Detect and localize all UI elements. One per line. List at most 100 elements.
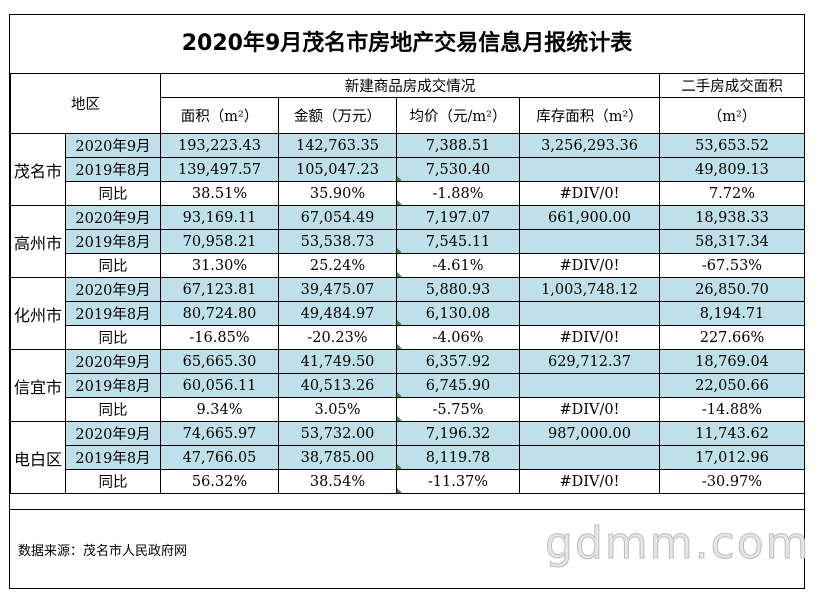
cell-second: -14.88%: [659, 397, 805, 422]
cell-price: -4.61%: [396, 253, 520, 278]
table-row: 2019年8月 47,766.05 38,785.00 8,119.78 17,012.…: [11, 445, 805, 470]
cell-second: 11,743.62: [659, 421, 805, 446]
table-row: 2019年8月 60,056.11 40,513.26 6,745.90 22,050.…: [11, 373, 805, 398]
cell-stock: #DIV/0!: [519, 469, 660, 494]
cell-amount: 53,732.00: [278, 421, 397, 446]
table-row: 茂名市 2020年9月 193,223.43 142,763.35 7,388.51 3,…: [10, 133, 805, 206]
cell-second: 7.72%: [659, 181, 805, 206]
header-price: 均价（元/m²）: [396, 97, 520, 134]
cell-amount: 39,475.07: [278, 277, 397, 302]
cell-stock: #DIV/0!: [519, 325, 660, 350]
table-row: 高州市 2020年9月 93,169.11 67,054.49 7,197.07 661,…: [10, 205, 805, 278]
cell-price: 7,530.40: [396, 157, 520, 182]
table-row: 同比 31.30% 25.24% -4.61% #DIV/0! -67.53%: [11, 253, 805, 278]
cell-stock: #DIV/0!: [519, 181, 660, 206]
table-row: 信宜市 2020年9月 65,665.30 41,749.50 6,357.92 629,…: [10, 349, 805, 422]
header-area: 面积（m²）: [160, 97, 279, 134]
cell-price: 8,119.78: [396, 445, 520, 470]
period-label: 2020年9月: [65, 277, 161, 302]
cell-price: -5.75%: [396, 397, 520, 422]
cell-price: -11.37%: [396, 469, 520, 494]
cell-stock: 3,256,293.36: [519, 133, 660, 158]
cell-area: 9.34%: [160, 397, 279, 422]
cell-area: -16.85%: [160, 325, 279, 350]
cell-second: 22,050.66: [659, 373, 805, 398]
cell-price: 7,388.51: [396, 133, 520, 158]
table-row: 2019年8月 80,724.80 49,484.97 6,130.08 8,194.7…: [11, 301, 805, 326]
table-row: 电白区 2020年9月 74,665.97 53,732.00 7,196.32 987,…: [10, 421, 805, 494]
period-label: 2020年9月: [65, 205, 161, 230]
cell-area: 56.32%: [160, 469, 279, 494]
table-row: 化州市 2020年9月 67,123.81 39,475.07 5,880.93 1,00…: [10, 277, 805, 350]
cell-amount: 49,484.97: [278, 301, 397, 326]
header-second-hand: 二手房成交面积: [659, 73, 805, 98]
yoy-label: 同比: [65, 253, 161, 278]
cell-stock: 629,712.37: [519, 349, 660, 374]
cell-area: 139,497.57: [160, 157, 279, 182]
cell-second: -30.97%: [659, 469, 805, 494]
cell-stock: [519, 301, 660, 326]
data-source: 数据来源：茂名市人民政府网: [18, 544, 188, 559]
period-label: 2019年8月: [65, 373, 161, 398]
cell-stock: [519, 229, 660, 254]
page-title: 2020年9月茂名市房地产交易信息月报统计表: [181, 31, 633, 56]
table-row: 2019年8月 70,958.21 53,538.73 7,545.11 58,317.…: [11, 229, 805, 254]
cell-area: 193,223.43: [160, 133, 279, 158]
source-divider: [10, 509, 804, 510]
yoy-label: 同比: [65, 325, 161, 350]
period-label: 2019年8月: [65, 301, 161, 326]
watermark-logo: gdmm.com: [545, 518, 811, 570]
region-name: 高州市: [10, 205, 66, 278]
yoy-label: 同比: [65, 397, 161, 422]
cell-amount: -20.23%: [278, 325, 397, 350]
cell-area: 74,665.97: [160, 421, 279, 446]
cell-second: 18,769.04: [659, 349, 805, 374]
cell-amount: 3.05%: [278, 397, 397, 422]
cell-area: 70,958.21: [160, 229, 279, 254]
header-region: 地区: [10, 73, 161, 134]
cell-price: -1.88%: [396, 181, 520, 206]
table-frame: [9, 14, 805, 589]
cell-second: 17,012.96: [659, 445, 805, 470]
cell-stock: [519, 373, 660, 398]
cell-second: -67.53%: [659, 253, 805, 278]
cell-second: 227.66%: [659, 325, 805, 350]
cell-area: 60,056.11: [160, 373, 279, 398]
cell-area: 65,665.30: [160, 349, 279, 374]
period-label: 2020年9月: [65, 133, 161, 158]
cell-stock: #DIV/0!: [519, 397, 660, 422]
cell-stock: 987,000.00: [519, 421, 660, 446]
cell-area: 67,123.81: [160, 277, 279, 302]
region-name: 化州市: [10, 277, 66, 350]
cell-second: 8,194.71: [659, 301, 805, 326]
period-label: 2019年8月: [65, 157, 161, 182]
cell-amount: 142,763.35: [278, 133, 397, 158]
cell-amount: 40,513.26: [278, 373, 397, 398]
cell-price: 5,880.93: [396, 277, 520, 302]
cell-stock: 661,900.00: [519, 205, 660, 230]
table-row: 同比 9.34% 3.05% -5.75% #DIV/0! -14.88%: [11, 397, 805, 422]
yoy-label: 同比: [65, 469, 161, 494]
cell-price: 6,357.92: [396, 349, 520, 374]
cell-amount: 105,047.23: [278, 157, 397, 182]
cell-price: 6,130.08: [396, 301, 520, 326]
cell-area: 93,169.11: [160, 205, 279, 230]
cell-price: 7,545.11: [396, 229, 520, 254]
cell-stock: [519, 157, 660, 182]
cell-amount: 25.24%: [278, 253, 397, 278]
cell-price: 7,197.07: [396, 205, 520, 230]
cell-amount: 67,054.49: [278, 205, 397, 230]
cell-amount: 38.54%: [278, 469, 397, 494]
period-label: 2020年9月: [65, 421, 161, 446]
cell-area: 47,766.05: [160, 445, 279, 470]
cell-amount: 35.90%: [278, 181, 397, 206]
cell-price: 7,196.32: [396, 421, 520, 446]
cell-amount: 53,538.73: [278, 229, 397, 254]
report-table: 地区 新建商品房成交情况 二手房成交面积 面积（m²） 金额（万元） 均价（元/…: [10, 73, 805, 494]
region-name: 茂名市: [10, 133, 66, 206]
cell-area: 38.51%: [160, 181, 279, 206]
header-second-hand-unit: （m²）: [659, 97, 805, 134]
table-row: 2019年8月 139,497.57 105,047.23 7,530.40 49,80…: [11, 157, 805, 182]
cell-amount: 41,749.50: [278, 349, 397, 374]
header-new-housing: 新建商品房成交情况: [160, 73, 660, 98]
